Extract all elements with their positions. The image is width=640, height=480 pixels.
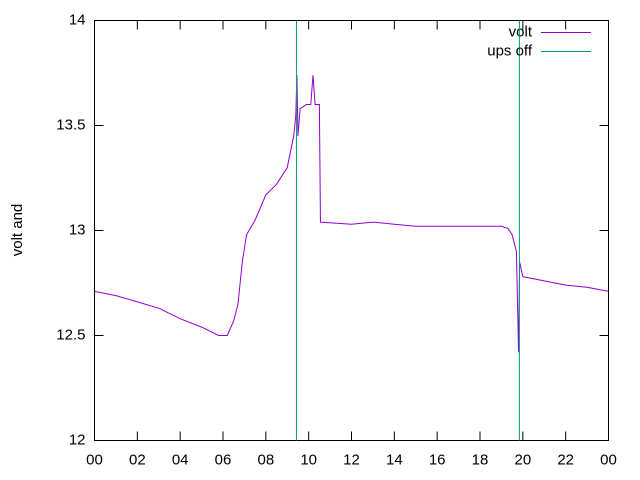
y-tick-label: 12.5 bbox=[56, 326, 85, 343]
y-tick-label: 13 bbox=[69, 221, 86, 238]
x-tick-label: 16 bbox=[429, 451, 446, 468]
x-tick-label: 00 bbox=[600, 451, 617, 468]
y-tick-label: 12 bbox=[69, 431, 86, 448]
x-tick-label: 02 bbox=[129, 451, 146, 468]
x-tick-label: 22 bbox=[557, 451, 574, 468]
legend-label: ups off bbox=[487, 42, 533, 59]
x-tick-label: 08 bbox=[257, 451, 274, 468]
plot-frame bbox=[94, 20, 609, 441]
y-tick-label: 13.5 bbox=[56, 116, 85, 133]
x-tick-label: 04 bbox=[172, 451, 189, 468]
y-tick-label: 14 bbox=[69, 11, 86, 28]
x-tick-label: 12 bbox=[343, 451, 360, 468]
data-line bbox=[94, 75, 609, 353]
x-tick-label: 18 bbox=[472, 451, 489, 468]
y-axis-label: volt and bbox=[9, 204, 26, 257]
x-tick-label: 06 bbox=[215, 451, 232, 468]
legend-label: volt bbox=[509, 23, 533, 40]
x-tick-label: 00 bbox=[86, 451, 103, 468]
x-tick-label: 10 bbox=[300, 451, 317, 468]
x-tick-label: 20 bbox=[514, 451, 531, 468]
x-tick-label: 14 bbox=[386, 451, 403, 468]
